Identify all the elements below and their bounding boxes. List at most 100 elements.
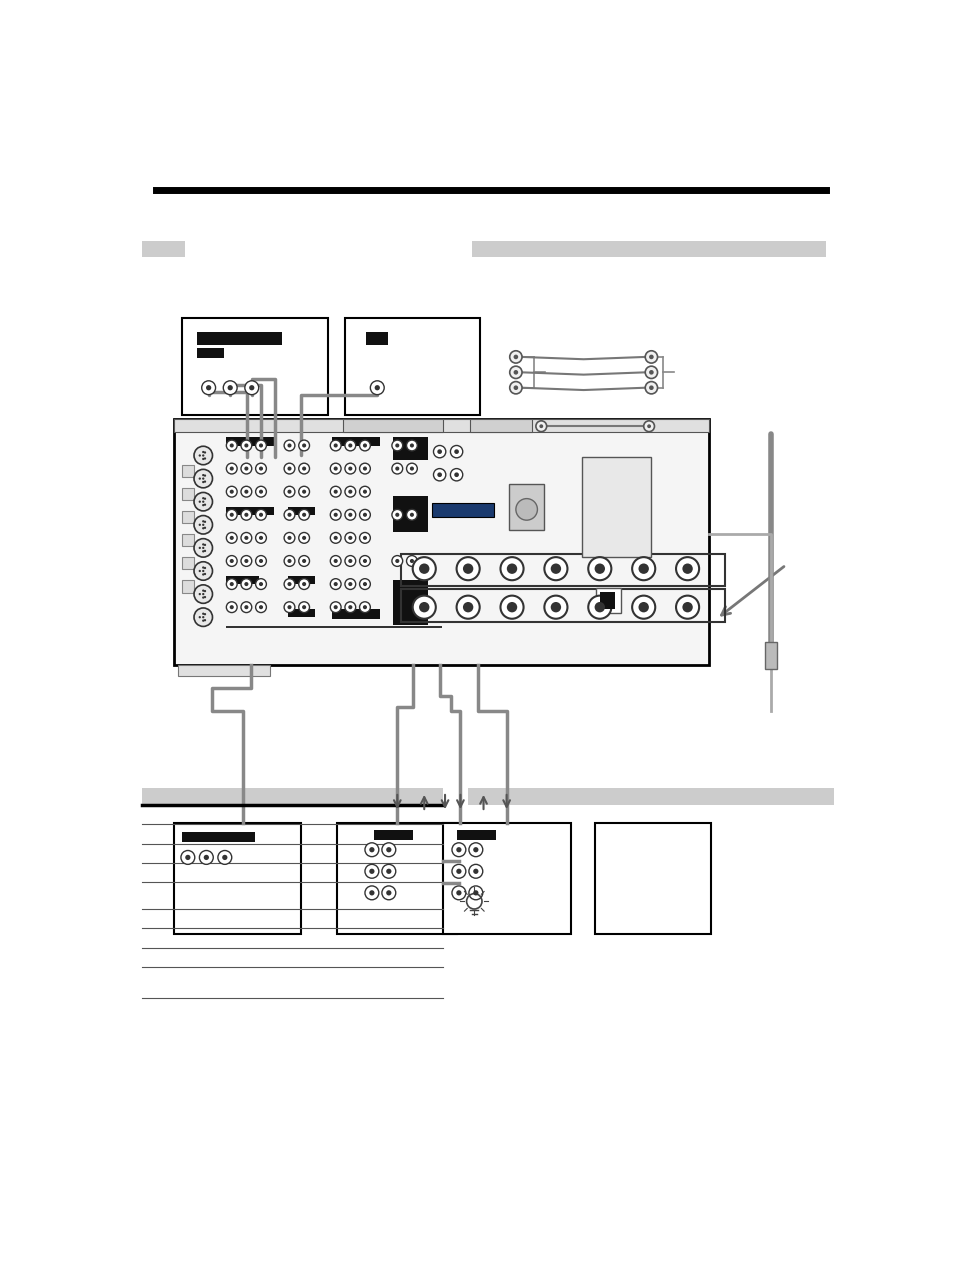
Circle shape: [345, 533, 355, 543]
Circle shape: [362, 466, 367, 470]
Circle shape: [206, 385, 211, 390]
Circle shape: [594, 603, 604, 613]
Circle shape: [513, 386, 517, 390]
Circle shape: [204, 503, 206, 506]
Circle shape: [226, 464, 237, 474]
Circle shape: [406, 555, 416, 567]
Circle shape: [452, 843, 465, 856]
Circle shape: [244, 536, 248, 540]
Circle shape: [588, 557, 611, 580]
Bar: [599, 592, 615, 609]
Circle shape: [544, 596, 567, 619]
Circle shape: [241, 440, 252, 451]
Circle shape: [509, 350, 521, 363]
Circle shape: [244, 466, 248, 470]
Circle shape: [298, 533, 309, 543]
Circle shape: [632, 557, 655, 580]
Circle shape: [298, 578, 309, 590]
Bar: [142, 789, 442, 805]
Circle shape: [330, 510, 341, 520]
Bar: [400, 554, 723, 586]
Circle shape: [413, 557, 436, 580]
Circle shape: [284, 601, 294, 613]
Circle shape: [395, 443, 399, 447]
Circle shape: [365, 843, 378, 856]
Bar: [374, 831, 413, 841]
Circle shape: [258, 489, 263, 494]
Bar: [343, 419, 443, 432]
Circle shape: [255, 555, 266, 567]
Circle shape: [452, 885, 465, 899]
Circle shape: [644, 382, 657, 394]
Bar: [181, 832, 254, 842]
Circle shape: [204, 526, 206, 529]
Circle shape: [287, 512, 292, 517]
Bar: [226, 627, 441, 628]
Circle shape: [201, 381, 215, 395]
Circle shape: [345, 578, 355, 590]
Circle shape: [230, 605, 233, 609]
Circle shape: [222, 855, 227, 860]
Circle shape: [202, 590, 204, 592]
Circle shape: [241, 555, 252, 567]
Circle shape: [362, 559, 367, 563]
Circle shape: [199, 851, 213, 864]
Circle shape: [345, 464, 355, 474]
Circle shape: [648, 369, 653, 375]
Circle shape: [500, 596, 523, 619]
Circle shape: [643, 420, 654, 432]
Circle shape: [287, 605, 292, 609]
Circle shape: [359, 440, 370, 451]
Circle shape: [193, 516, 213, 534]
Circle shape: [345, 510, 355, 520]
Circle shape: [302, 582, 306, 586]
Circle shape: [217, 851, 232, 864]
Circle shape: [392, 510, 402, 520]
Circle shape: [284, 533, 294, 543]
Bar: [226, 576, 258, 583]
Circle shape: [226, 510, 237, 520]
Circle shape: [258, 605, 263, 609]
Circle shape: [202, 619, 204, 622]
Circle shape: [202, 573, 204, 576]
Bar: [332, 437, 379, 446]
Circle shape: [302, 466, 306, 470]
Circle shape: [359, 578, 370, 590]
Circle shape: [330, 487, 341, 497]
Bar: [472, 242, 825, 257]
Circle shape: [334, 512, 337, 517]
Circle shape: [410, 443, 414, 447]
Circle shape: [193, 539, 213, 557]
Circle shape: [244, 605, 248, 609]
Circle shape: [345, 440, 355, 451]
Circle shape: [418, 603, 429, 613]
Bar: [173, 419, 708, 432]
Bar: [393, 580, 428, 624]
Circle shape: [334, 489, 337, 494]
Bar: [173, 823, 301, 934]
Circle shape: [258, 512, 263, 517]
Circle shape: [193, 608, 213, 627]
Circle shape: [230, 512, 233, 517]
Circle shape: [245, 381, 258, 395]
Circle shape: [536, 420, 546, 432]
Circle shape: [284, 440, 294, 451]
Circle shape: [359, 487, 370, 497]
Bar: [226, 507, 274, 515]
Circle shape: [334, 466, 337, 470]
Circle shape: [204, 619, 206, 622]
Circle shape: [365, 885, 378, 899]
Circle shape: [334, 559, 337, 563]
Bar: [288, 609, 314, 617]
Circle shape: [433, 446, 445, 457]
Bar: [595, 823, 710, 934]
Circle shape: [249, 385, 254, 390]
Circle shape: [204, 457, 206, 460]
Circle shape: [226, 440, 237, 451]
Circle shape: [287, 489, 292, 494]
Circle shape: [410, 512, 414, 517]
Circle shape: [381, 864, 395, 878]
Circle shape: [348, 582, 352, 586]
Bar: [508, 484, 543, 530]
Circle shape: [198, 524, 201, 526]
